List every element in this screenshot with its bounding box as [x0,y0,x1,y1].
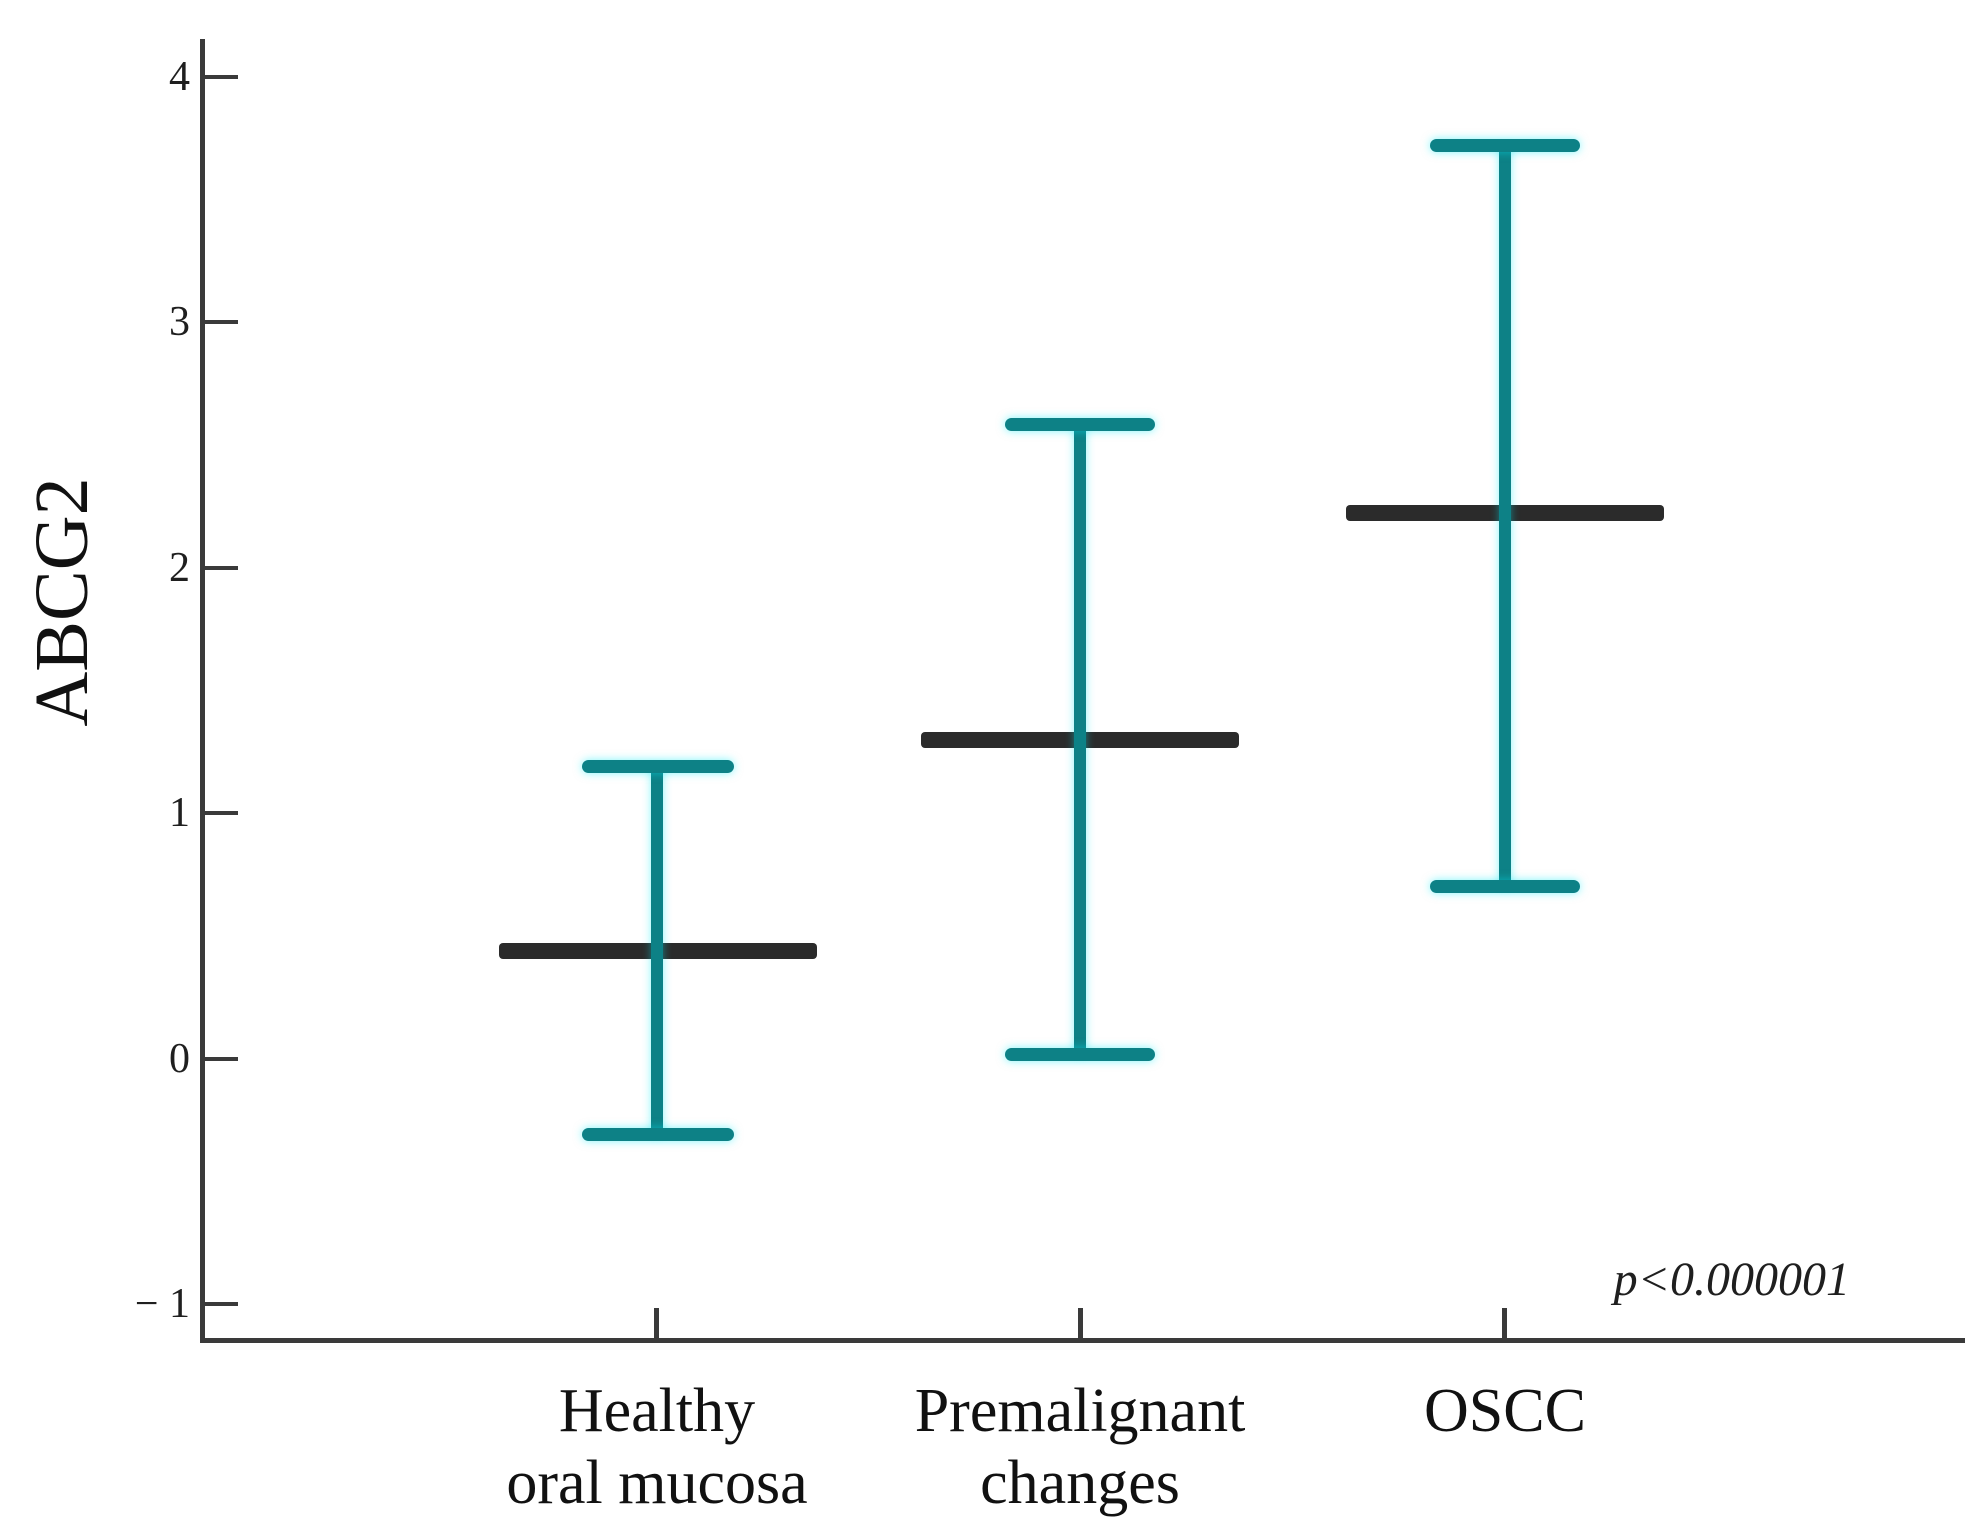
x-category-label-healthy-line2: oral mucosa [506,1449,808,1517]
x-tick-premalignant [1078,1308,1083,1338]
y-tick-label-1: 1 [169,790,190,836]
whisker-cap-top-oscc [1430,139,1580,152]
whisker-cap-bottom-oscc [1430,880,1580,893]
x-category-label-premalignant: Premalignant changes [770,1375,1390,1519]
x-category-label-healthy: Healthy oral mucosa [347,1375,967,1519]
y-tick-label-4: 4 [169,54,190,100]
y-tick-label-0: 0 [169,1036,190,1082]
x-tick-healthy [654,1308,659,1338]
x-category-label-oscc-line1: OSCC [1424,1377,1586,1445]
y-axis-line [200,39,205,1342]
y-tick-neg1 [205,1302,238,1306]
y-tick-4 [205,75,238,79]
y-tick-1 [205,811,238,815]
whisker-cap-bottom-premalignant [1005,1048,1155,1061]
whisker-cap-bottom-healthy [582,1128,734,1141]
y-tick-label-2: 2 [169,545,190,591]
x-category-label-premalignant-line1: Premalignant [914,1377,1246,1445]
whisker-stem-oscc [1499,146,1511,887]
p-value-annotation: p<0.000001 [1613,1253,1850,1306]
y-tick-2 [205,566,238,570]
whisker-cap-top-healthy [582,760,734,773]
x-category-label-oscc: OSCC [1195,1375,1815,1447]
y-tick-3 [205,320,238,324]
y-tick-label-neg1: − 1 [134,1281,190,1327]
whisker-stem-premalignant [1074,425,1086,1055]
x-category-label-premalignant-line2: changes [980,1449,1180,1517]
whisker-stem-healthy [651,767,663,1135]
x-axis-line [200,1338,1965,1343]
x-tick-oscc [1502,1308,1507,1338]
y-tick-label-3: 3 [169,299,190,345]
x-category-label-healthy-line1: Healthy [558,1377,756,1445]
whisker-cap-top-premalignant [1005,418,1155,431]
y-tick-0 [205,1057,238,1061]
